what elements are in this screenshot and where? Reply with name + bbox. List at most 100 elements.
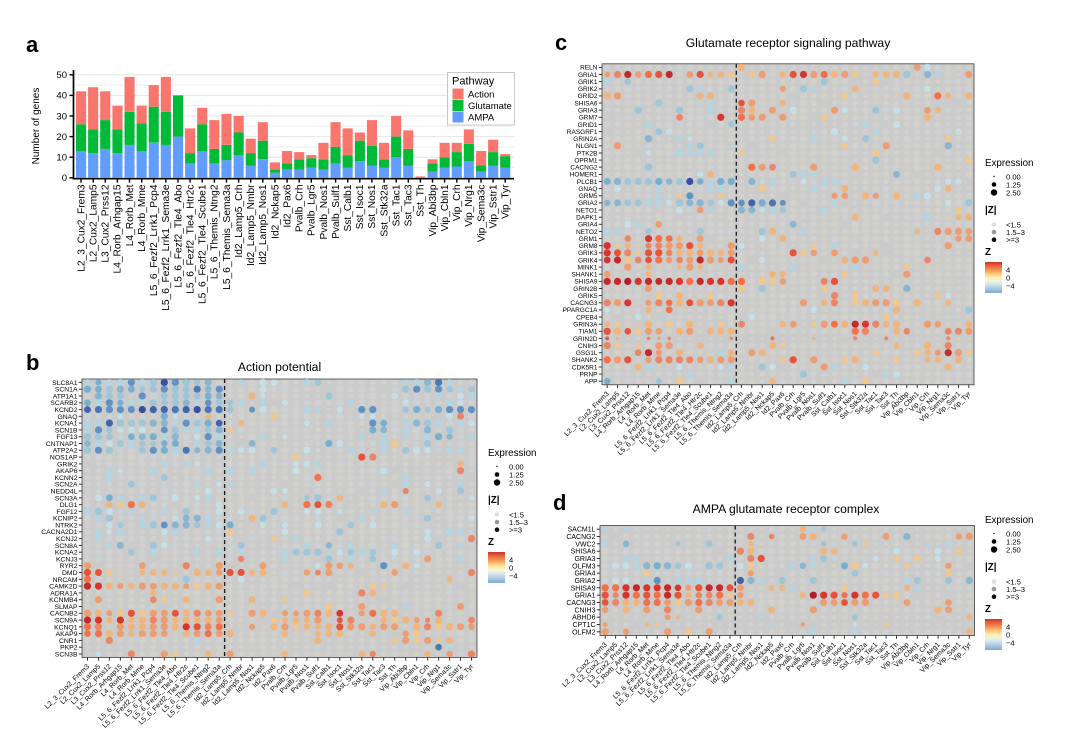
svg-text:KCNN2: KCNN2	[54, 475, 77, 482]
svg-text:Sst_Th: Sst_Th	[416, 185, 427, 217]
svg-text:GRIA2: GRIA2	[574, 578, 595, 585]
svg-text:|Z|: |Z|	[985, 562, 996, 573]
svg-text:GRIK5: GRIK5	[578, 293, 598, 300]
svg-text:ADRA1A: ADRA1A	[50, 590, 78, 597]
svg-text:FGF13: FGF13	[56, 434, 77, 441]
svg-text:GRIA1: GRIA1	[574, 593, 595, 600]
svg-text:1.25: 1.25	[1006, 537, 1021, 546]
svg-text:Vip_Sema3c: Vip_Sema3c	[476, 185, 487, 243]
svg-text:CACNG3: CACNG3	[570, 300, 597, 307]
svg-text:Vip_Tyr: Vip_Tyr	[501, 184, 512, 219]
svg-text:L4_Rorb_Arhgap15: L4_Rorb_Arhgap15	[113, 184, 124, 273]
svg-text:<1.5: <1.5	[1006, 220, 1021, 229]
svg-text:GSG1L: GSG1L	[576, 350, 598, 357]
svg-text:a: a	[26, 32, 39, 57]
svg-text:GRID2: GRID2	[578, 93, 598, 100]
svg-text:NETO1: NETO1	[576, 207, 598, 214]
svg-text:c: c	[555, 30, 567, 55]
svg-text:0.00: 0.00	[1006, 529, 1021, 538]
svg-text:L2_3_Cux2_Frem3: L2_3_Cux2_Frem3	[76, 184, 87, 272]
svg-text:GRIK2: GRIK2	[57, 461, 78, 468]
svg-text:L4_Rorb_Mme: L4_Rorb_Mme	[137, 184, 148, 252]
svg-text:<1.5: <1.5	[509, 510, 524, 519]
svg-text:4: 4	[1006, 623, 1010, 632]
svg-text:AMPA glutamate receptor comple: AMPA glutamate receptor complex	[693, 502, 880, 516]
svg-text:RYR2: RYR2	[59, 563, 77, 570]
svg-text:MINK1: MINK1	[578, 264, 598, 271]
svg-text:CDK5R1: CDK5R1	[572, 364, 598, 371]
svg-text:1.5–3: 1.5–3	[1006, 585, 1025, 594]
svg-text:SHANK1: SHANK1	[571, 272, 597, 279]
svg-text:Z: Z	[985, 604, 991, 615]
svg-text:CACNG3: CACNG3	[566, 600, 595, 607]
svg-text:GRIK1: GRIK1	[578, 79, 598, 86]
svg-text:Expression: Expression	[488, 448, 536, 459]
svg-text:10: 10	[56, 153, 67, 164]
svg-text:KCND2: KCND2	[54, 407, 77, 414]
svg-text:CNTNAP1: CNTNAP1	[46, 441, 78, 448]
svg-text:Pvalb_Nos1: Pvalb_Nos1	[319, 184, 330, 239]
svg-text:Sst_Isoc1: Sst_Isoc1	[355, 184, 366, 229]
svg-text:VWC2: VWC2	[575, 541, 595, 548]
svg-text:KCNQ1: KCNQ1	[54, 624, 78, 631]
svg-text:SHISA6: SHISA6	[571, 549, 596, 556]
svg-text:NETO2: NETO2	[576, 229, 598, 236]
svg-text:Sst_Stk32a: Sst_Stk32a	[379, 184, 390, 236]
svg-text:1.5–3: 1.5–3	[1006, 228, 1025, 237]
svg-text:Expression: Expression	[985, 515, 1033, 526]
svg-text:PTK2B: PTK2B	[577, 150, 598, 157]
svg-text:4: 4	[1006, 266, 1010, 275]
svg-text:GNAQ: GNAQ	[57, 414, 77, 421]
svg-text:0: 0	[509, 564, 513, 573]
svg-text:NRCAM: NRCAM	[53, 577, 78, 584]
svg-text:NEDD4L: NEDD4L	[51, 489, 78, 496]
svg-text:Vip_Nrg1: Vip_Nrg1	[464, 184, 475, 227]
svg-text:SCN1A: SCN1A	[55, 387, 78, 394]
svg-text:KCNMB4: KCNMB4	[49, 597, 78, 604]
svg-text:OPRM1: OPRM1	[574, 157, 598, 164]
svg-text:|Z|: |Z|	[488, 495, 499, 506]
svg-text:CPT1C: CPT1C	[573, 622, 596, 629]
svg-text:AKAP6: AKAP6	[56, 468, 78, 475]
svg-text:GRIA4: GRIA4	[578, 222, 598, 229]
svg-text:L4_Rorb_Met: L4_Rorb_Met	[125, 184, 136, 246]
svg-text:2.50: 2.50	[509, 478, 524, 487]
svg-text:d: d	[553, 490, 566, 515]
svg-text:Vip_Sstr1: Vip_Sstr1	[488, 184, 499, 228]
svg-text:Id2_Nckap5: Id2_Nckap5	[270, 184, 281, 239]
svg-text:Id2_Pax6: Id2_Pax6	[282, 184, 293, 227]
svg-text:SLC8A1: SLC8A1	[52, 380, 78, 387]
svg-text:TIAM1: TIAM1	[578, 329, 598, 336]
svg-text:GRM8: GRM8	[579, 243, 598, 250]
svg-text:CPEB4: CPEB4	[576, 314, 598, 321]
svg-text:L5_6_Fezf2_Lrrk1_Sema3e: L5_6_Fezf2_Lrrk1_Sema3e	[161, 184, 172, 311]
svg-text:SHISA9: SHISA9	[574, 279, 598, 286]
svg-text:Glutamate: Glutamate	[468, 101, 512, 112]
svg-text:−4: −4	[1006, 282, 1015, 291]
svg-text:4: 4	[509, 556, 513, 565]
svg-text:Number of genes: Number of genes	[31, 88, 42, 165]
svg-text:SCN3A: SCN3A	[55, 495, 78, 502]
svg-text:Sst_Nos1: Sst_Nos1	[367, 184, 378, 229]
svg-text:SHANK2: SHANK2	[571, 357, 597, 364]
svg-text:GRIK4: GRIK4	[578, 257, 598, 264]
svg-text:DMD: DMD	[62, 570, 78, 577]
svg-text:FGF12: FGF12	[56, 509, 77, 516]
svg-text:Pvalb_Sulf1: Pvalb_Sulf1	[331, 184, 342, 239]
svg-text:AKAP9: AKAP9	[56, 631, 78, 638]
svg-text:1.25: 1.25	[509, 470, 524, 479]
svg-text:GRIA3: GRIA3	[574, 556, 595, 563]
svg-text:50: 50	[56, 70, 67, 81]
svg-text:Glutamate receptor signaling p: Glutamate receptor signaling pathway	[686, 36, 891, 50]
svg-text:Pvalb_Lgr5: Pvalb_Lgr5	[307, 184, 318, 236]
svg-text:SCARB2: SCARB2	[50, 400, 77, 407]
svg-text:ATP2A2: ATP2A2	[53, 448, 78, 455]
svg-text:GNAQ: GNAQ	[578, 186, 597, 193]
svg-text:Id2_Lamp5_Nos1: Id2_Lamp5_Nos1	[258, 184, 269, 265]
svg-text:GRIA4: GRIA4	[574, 571, 595, 578]
svg-text:CACNB2: CACNB2	[50, 611, 78, 618]
svg-text:30: 30	[56, 111, 67, 122]
svg-text:GRIK2: GRIK2	[578, 86, 598, 93]
svg-text:40: 40	[56, 91, 67, 102]
svg-text:NOS1AP: NOS1AP	[50, 455, 78, 462]
